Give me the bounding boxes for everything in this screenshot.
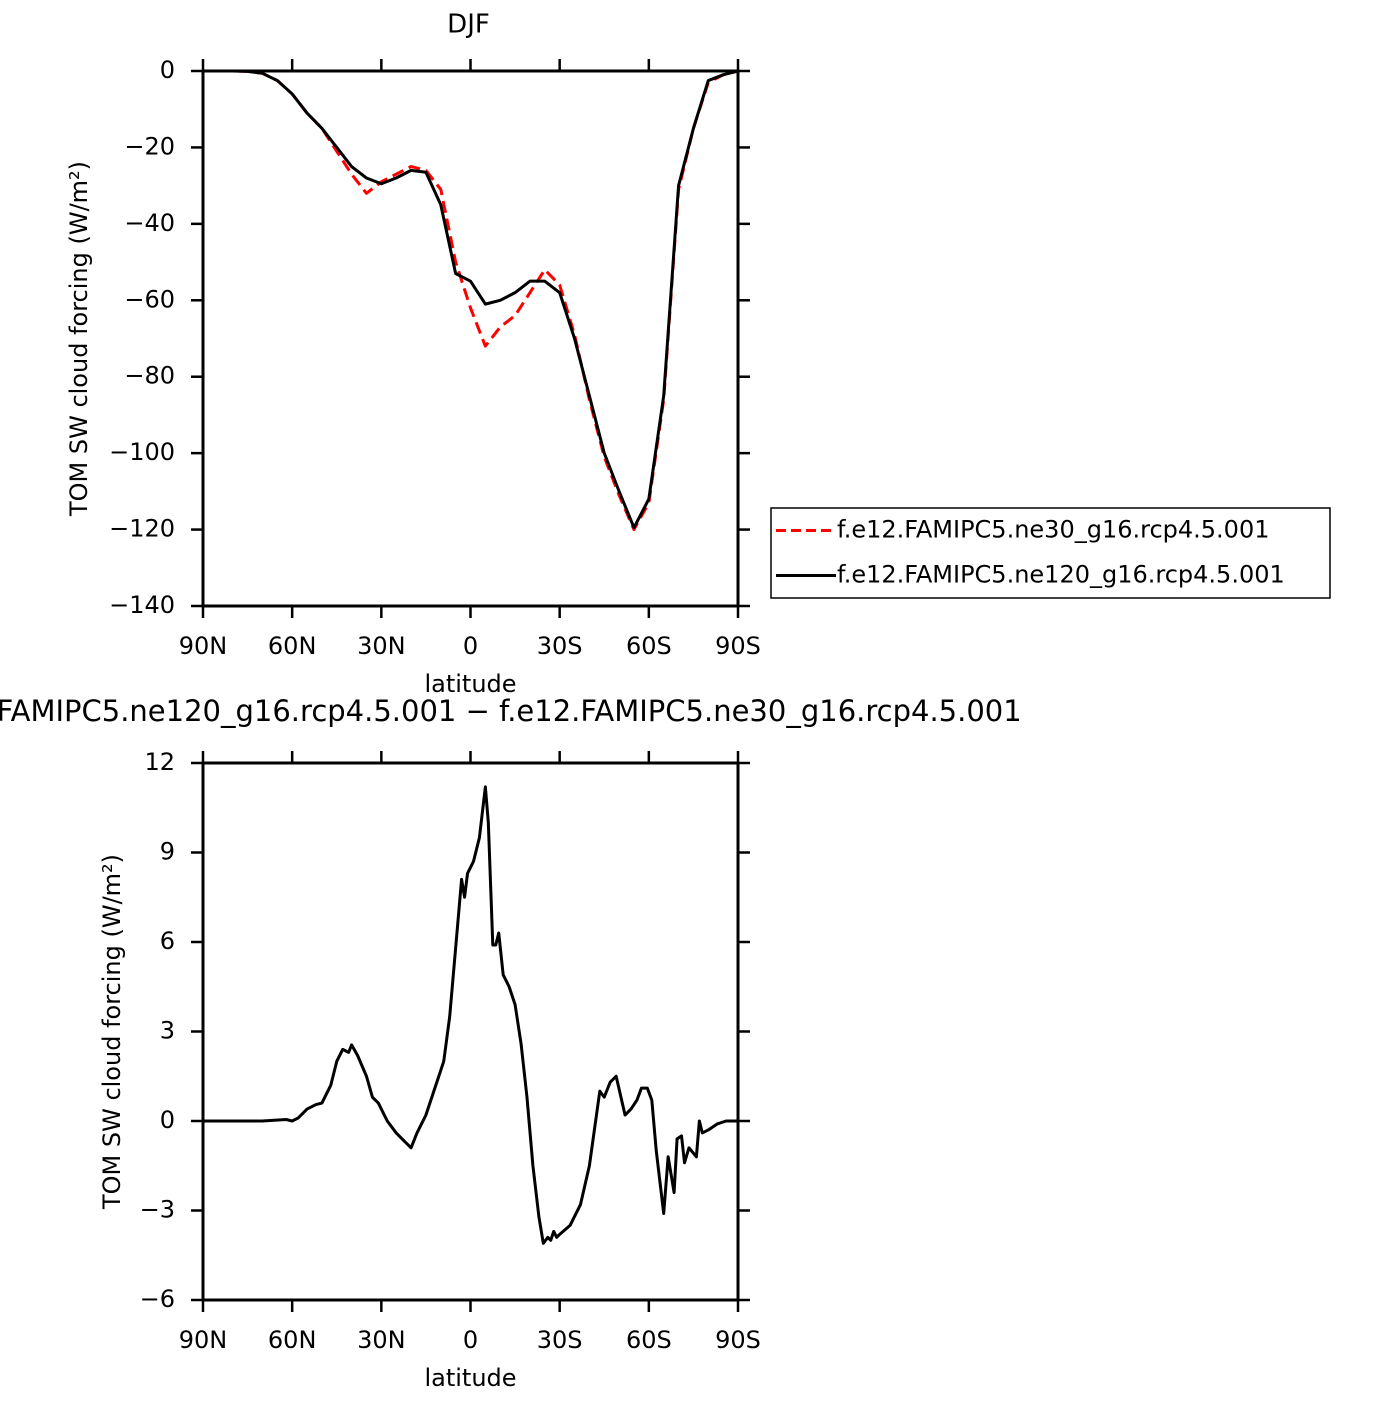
x-tick-label: 30N [357,1326,406,1354]
y-tick-label: −6 [140,1285,175,1313]
y-tick-label: −3 [140,1196,175,1224]
x-tick-label: 60N [268,632,317,660]
x-tick-label: 30S [537,632,583,660]
x-tick-label: 60N [268,1326,317,1354]
chart-title: f.e12.FAMIPC5.ne120_g16.rcp4.5.001 − f.e… [0,694,1022,728]
data-line [203,69,739,530]
y-tick-label: −140 [109,591,175,619]
y-tick-label: −120 [109,515,175,543]
y-tick-label: −20 [124,132,175,160]
data-line [203,785,738,1245]
x-axis-label: latitude [424,1364,516,1392]
chart-title: DJF [447,10,490,40]
y-axis-label: TOM SW cloud forcing (W/m²) [98,854,126,1210]
y-tick-label: −40 [124,209,175,237]
y-axis-label: TOM SW cloud forcing (W/m²) [65,161,93,517]
y-tick-label: 0 [160,56,175,84]
legend-label: f.e12.FAMIPC5.ne120_g16.rcp4.5.001 [837,561,1285,589]
y-tick-label: 12 [144,748,175,776]
x-axis-label: latitude [424,670,516,698]
x-tick-label: 90N [179,632,228,660]
y-tick-label: −100 [109,438,175,466]
x-tick-label: 90S [715,632,761,660]
y-tick-label: 6 [160,927,175,955]
x-tick-label: 0 [463,1326,478,1354]
x-tick-label: 90N [179,1326,228,1354]
legend-label: f.e12.FAMIPC5.ne30_g16.rcp4.5.001 [837,516,1270,544]
x-tick-label: 0 [463,632,478,660]
y-tick-label: 3 [160,1017,175,1045]
data-line [203,69,739,532]
x-tick-label: 30S [537,1326,583,1354]
x-tick-label: 90S [715,1326,761,1354]
y-tick-label: 0 [160,1106,175,1134]
x-tick-label: 60S [626,1326,672,1354]
y-tick-label: 9 [160,838,175,866]
y-tick-label: −60 [124,285,175,313]
x-tick-label: 30N [357,632,406,660]
y-tick-label: −80 [124,362,175,390]
plot-frame [201,69,740,608]
plot-frame [201,761,740,1302]
x-tick-label: 60S [626,632,672,660]
legend-box [770,507,1331,599]
